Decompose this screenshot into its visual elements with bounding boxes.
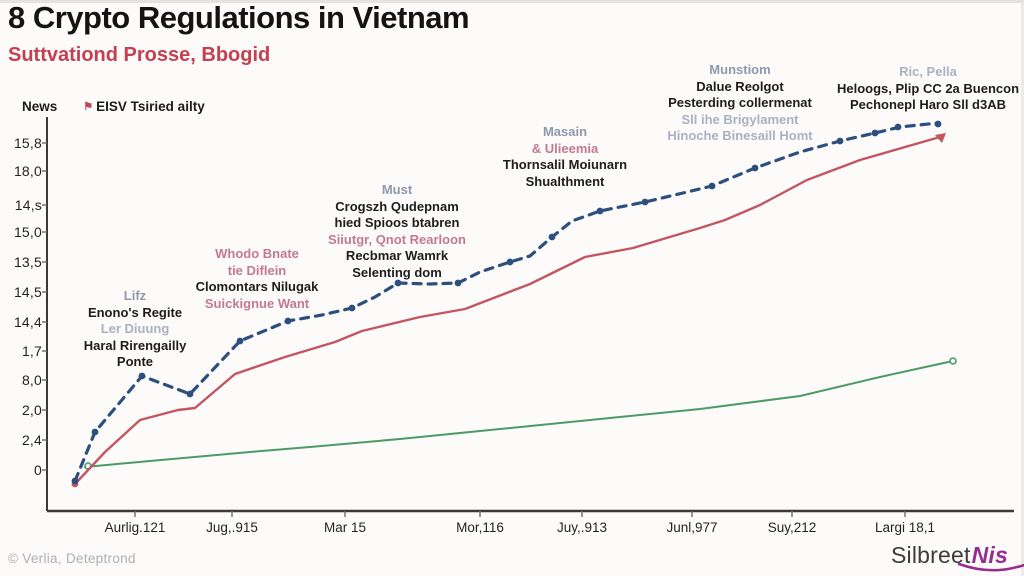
y-tick-label: 14,s xyxy=(14,197,42,213)
annotation-line: & Ulieemia xyxy=(531,140,599,156)
blue-news-dashed-line-marker xyxy=(596,207,604,215)
legend: News ⚑ EISV Tsiried ailty xyxy=(22,99,205,114)
annotation-line: Pesterding collermenat xyxy=(668,95,812,110)
chart-subtitle: Suttvationd Prosse, Bbogid xyxy=(8,44,271,66)
annotation-line: hied Spioos btabren xyxy=(334,215,460,230)
annotation-line: Pechonepl Haro Sll d3AB xyxy=(849,97,1007,112)
annotation-cluster: Must Crogszh Qudepnam hied Spioos btabren S… xyxy=(328,182,466,281)
brand-name: Silbreet xyxy=(891,542,971,568)
chart-title: 8 Crypto Regulations in Vietnam xyxy=(8,0,470,35)
annotation-line: tie Diflein xyxy=(227,262,287,278)
blue-news-dashed-line-marker xyxy=(186,390,194,398)
annotation-line: Recbmar Wamrk xyxy=(345,248,449,263)
annotation-line: Sll ihe Brigylament xyxy=(681,111,799,127)
annotation-line: Whodo Bnate xyxy=(215,246,299,261)
x-tick-label: Junl,977 xyxy=(666,520,718,535)
annotation-line: Ler Diuung xyxy=(100,321,170,336)
legend-news-label: News xyxy=(22,99,58,114)
annotation-line: Shualthment xyxy=(525,173,605,189)
annotation-line: Siiutgr, Qnot Rearloon xyxy=(328,231,466,247)
brand-swoosh-icon xyxy=(957,562,1024,572)
annotation-line: Munstiom xyxy=(709,62,771,77)
blue-news-dashed-line-marker xyxy=(348,304,356,312)
y-tick-label: 14,5 xyxy=(13,284,42,300)
annotation-cluster: Ric, Pella Heloogs, Plip CC 2a Buencon Pec… xyxy=(837,64,1019,114)
y-tick-label: 1,7 xyxy=(21,343,42,359)
red-regulation-line-arrowhead xyxy=(935,133,946,143)
blue-news-dashed-line-marker xyxy=(751,164,759,172)
annotation-line: Ponte xyxy=(116,354,154,369)
annotation-line: Clomontars Nilugak xyxy=(195,279,319,294)
x-tick-label: Juy,.913 xyxy=(556,520,608,535)
annotation-line: Enono's Regite xyxy=(87,304,183,320)
right-edge-artifact xyxy=(1021,0,1024,576)
blue-news-dashed-line-marker xyxy=(708,182,716,190)
annotation-line: Hinoche Binesaill Homt xyxy=(667,128,813,143)
green-baseline-line-marker xyxy=(949,357,957,365)
blue-news-dashed-line-marker xyxy=(506,258,514,266)
blue-news-dashed-line-marker xyxy=(91,428,99,436)
x-tick-label: Largi 18,1 xyxy=(874,520,936,535)
credit-text: © Verlia, Deteptrond xyxy=(8,551,136,566)
blue-news-dashed-line-marker xyxy=(454,279,462,287)
blue-news-dashed-line-marker xyxy=(71,477,79,485)
annotation-line: Suickignue Want xyxy=(204,295,310,311)
y-tick-label: 14,4 xyxy=(13,314,42,330)
annotation-line: Ric, Pella xyxy=(899,64,957,79)
blue-news-dashed-line-marker xyxy=(934,120,942,128)
blue-news-dashed-line-marker xyxy=(236,337,244,345)
top-edge-artifact xyxy=(0,0,1024,3)
blue-news-dashed-line-marker xyxy=(284,317,292,325)
x-tick-label: Aurlig.121 xyxy=(104,520,166,535)
x-tick-label: Mor,116 xyxy=(456,520,504,535)
annotation-line: Selenting dom xyxy=(352,264,442,280)
blue-news-dashed-line-marker xyxy=(894,123,902,131)
red-regulation-line xyxy=(73,135,942,486)
annotation-cluster: Masain & Ulieemia Thornsalil Moiunarn Shual… xyxy=(503,124,627,190)
y-tick-label: 18,0 xyxy=(13,163,42,179)
y-tick-label: 13,5 xyxy=(13,254,42,270)
y-tick-label: 0 xyxy=(34,462,42,478)
legend-series-label: EISV Tsiried ailty xyxy=(96,99,205,114)
blue-news-dashed-line-marker xyxy=(394,279,402,287)
blue-news-dashed-line-marker xyxy=(836,137,844,145)
annotation-line: Dalue Reolgot xyxy=(696,78,784,94)
x-tick-label: Jug,.915 xyxy=(206,520,258,535)
y-tick-label: 8,0 xyxy=(21,372,42,388)
annotation-line: Lifz xyxy=(123,288,147,303)
annotation-line: Crogszh Qudepnam xyxy=(335,198,459,214)
flag-icon: ⚑ xyxy=(83,101,94,113)
brand-logo: SilbreetNis xyxy=(891,542,1024,572)
y-tick-label: 15,0 xyxy=(13,224,42,240)
annotation-line: Masain xyxy=(542,124,588,139)
annotation-line: Must xyxy=(381,182,413,197)
blue-news-dashed-line-marker xyxy=(138,372,146,380)
annotation-cluster: Lifz Enono's Regite Ler Diuung Haral Rireng… xyxy=(84,288,187,371)
blue-news-dashed-line-marker xyxy=(871,129,879,137)
brand-suffix: Nis xyxy=(971,542,1008,568)
green-baseline-line xyxy=(84,360,954,468)
x-tick-label: Suy,212 xyxy=(767,520,817,535)
blue-news-dashed-line-marker xyxy=(641,198,649,206)
annotation-cluster: Whodo Bnate tie Diflein Clomontars Nilugak… xyxy=(196,246,319,312)
y-tick-label: 2,0 xyxy=(21,402,42,418)
y-tick-label: 15,8 xyxy=(13,135,42,151)
annotation-line: Heloogs, Plip CC 2a Buencon xyxy=(836,80,1020,96)
annotation-line: Haral Rirengailly xyxy=(83,337,187,353)
annotation-cluster: Munstiom Dalue Reolgot Pesterding collerme… xyxy=(667,62,812,145)
y-tick-label: 2,4 xyxy=(21,432,42,448)
blue-news-dashed-line-marker xyxy=(548,233,556,241)
x-tick-label: Mar 15 xyxy=(323,520,367,535)
annotation-line: Thornsalil Moiunarn xyxy=(502,157,628,172)
